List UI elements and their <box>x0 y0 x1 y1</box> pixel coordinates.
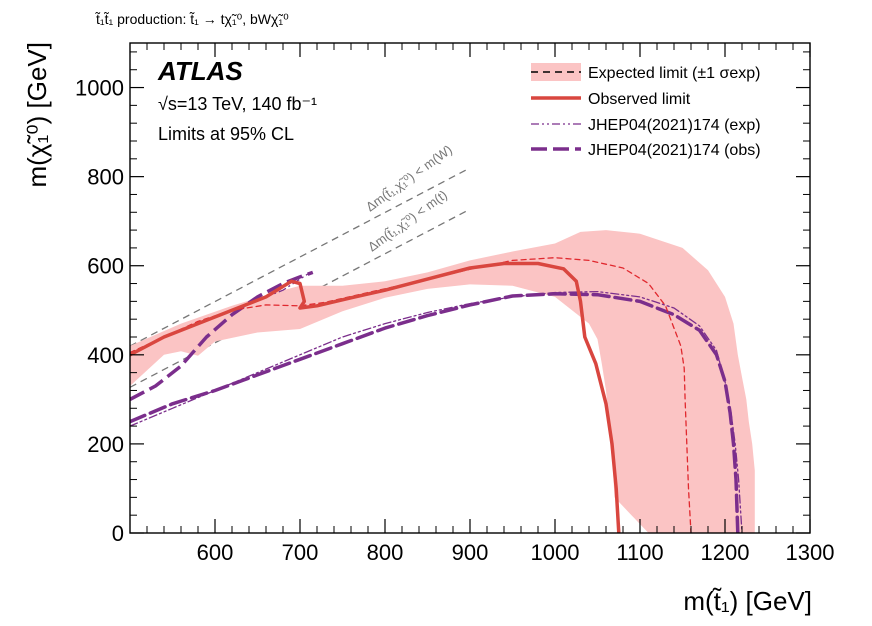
x-tick-label: 1300 <box>786 540 835 565</box>
legend: Expected limit (±1 σexp) Observed limit … <box>531 63 761 159</box>
x-axis-title: m(t̃₁) [GeV] <box>683 586 812 616</box>
legend-label-observed: Observed limit <box>588 91 691 108</box>
x-tick-label: 700 <box>282 540 319 565</box>
legend-label-ref-obs: JHEP04(2021)174 (obs) <box>588 142 761 159</box>
y-axis-title: m(χ̃₁⁰) [GeV] <box>22 42 52 188</box>
curve-observed <box>130 261 621 533</box>
y-tick-label: 0 <box>112 521 124 546</box>
y-tick-label: 1000 <box>75 76 124 101</box>
x-tick-label: 800 <box>367 540 404 565</box>
curve-expected <box>130 257 692 533</box>
experiment-label: ATLAS <box>157 56 243 86</box>
x-tick-label: 900 <box>452 540 489 565</box>
y-tick-label: 800 <box>87 165 124 190</box>
x-tick-label: 600 <box>197 540 234 565</box>
energy-lumi-label: √s=13 TeV, 140 fb⁻¹ <box>158 94 317 114</box>
legend-item-ref-exp: JHEP04(2021)174 (exp) <box>531 117 761 134</box>
legend-label-ref-exp: JHEP04(2021)174 (exp) <box>588 117 761 134</box>
y-tick-label: 200 <box>87 432 124 457</box>
x-tick-label: 1200 <box>701 540 750 565</box>
x-tick-label: 1000 <box>531 540 580 565</box>
limit-curves-layer <box>130 257 743 533</box>
curve-ref-obs <box>130 292 740 533</box>
y-tick-label: 600 <box>87 254 124 279</box>
x-tick-label: 1100 <box>616 540 663 565</box>
legend-item-ref-obs: JHEP04(2021)174 (obs) <box>531 142 761 159</box>
legend-item-observed: Observed limit <box>531 91 691 108</box>
y-tick-label: 400 <box>87 343 124 368</box>
cl-label: Limits at 95% CL <box>158 124 294 144</box>
legend-label-expected: Expected limit (±1 σexp) <box>588 65 761 82</box>
axis-ticks: 600 700 800 900 1000 1100 1200 1300 0 200 400 600 80… <box>75 43 834 565</box>
legend-item-expected: Expected limit (±1 σexp) <box>531 63 761 82</box>
process-label: t̃₁t̃₁ production: t̃₁ → tχ̃₁⁰, bWχ̃₁⁰ <box>95 11 290 27</box>
curve-ref-obs-diagonal <box>130 270 314 401</box>
kinematic-line-0 <box>130 167 471 347</box>
